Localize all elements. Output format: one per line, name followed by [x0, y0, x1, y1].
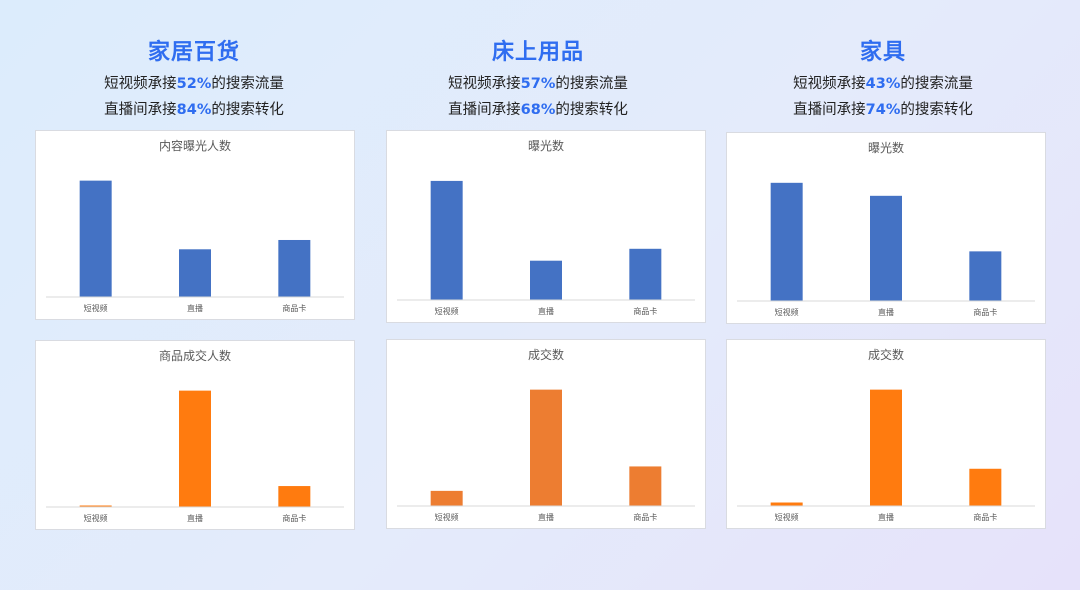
x-tick-label: 直播 — [187, 303, 203, 313]
bar — [530, 260, 562, 300]
stat-text: 的搜索流量 — [211, 76, 284, 92]
x-tick-label: 短视频 — [435, 512, 459, 522]
stat-text: 短视频承接 — [104, 76, 177, 92]
stat-text: 的搜索转化 — [555, 102, 628, 118]
column-title: 家具 — [859, 40, 906, 65]
x-tick-label: 商品卡 — [633, 512, 657, 522]
bar — [430, 490, 463, 506]
stat-percent: 43% — [865, 76, 901, 92]
x-tick-label: 商品卡 — [282, 513, 306, 523]
chart-card-exposure-users: 内容曝光人数短视频 直播 商品卡 — [35, 130, 355, 320]
bar — [969, 468, 1002, 506]
chart-card-exposure-count: 曝光数短视频 直播 商品卡 — [726, 132, 1046, 324]
stat-percent: 52% — [176, 76, 212, 92]
column-title: 床上用品 — [491, 40, 584, 65]
stat-percent: 74% — [865, 102, 901, 118]
x-tick-label: 直播 — [538, 512, 554, 522]
conversion-stat: 直播间承接74%的搜索转化 — [723, 98, 1043, 119]
stat-text: 直播间承接 — [793, 102, 866, 118]
chart-title: 成交数 — [868, 347, 904, 362]
stat-text: 的搜索转化 — [900, 102, 973, 118]
chart-card-deal-count: 成交数短视频 直播 商品卡 — [386, 339, 706, 529]
chart-title: 成交数 — [528, 347, 564, 362]
chart-title: 内容曝光人数 — [159, 138, 231, 153]
conversion-stat: 直播间承接68%的搜索转化 — [378, 98, 698, 119]
x-tick-label: 直播 — [878, 512, 894, 522]
x-tick-label: 直播 — [878, 307, 894, 317]
bar — [629, 466, 662, 506]
traffic-stat: 短视频承接43%的搜索流量 — [723, 72, 1043, 93]
x-tick-label: 短视频 — [84, 303, 108, 313]
chart-title: 曝光数 — [528, 138, 564, 153]
stat-text: 直播间承接 — [448, 102, 521, 118]
bar — [870, 389, 902, 506]
x-tick-label: 商品卡 — [282, 303, 306, 313]
bar — [430, 180, 463, 300]
stat-text: 短视频承接 — [448, 76, 521, 92]
x-tick-label: 短视频 — [775, 512, 799, 522]
chart-title: 曝光数 — [868, 140, 904, 155]
bar — [530, 389, 562, 506]
bar — [770, 182, 803, 301]
chart-card-buyer-count: 商品成交人数短视频 直播 商品卡 — [35, 340, 355, 530]
stat-text: 短视频承接 — [793, 76, 866, 92]
conversion-stat: 直播间承接84%的搜索转化 — [34, 98, 354, 119]
column-title: 家居百货 — [147, 40, 240, 65]
bar — [278, 239, 311, 297]
x-tick-label: 直播 — [538, 306, 554, 316]
stat-text: 的搜索流量 — [555, 76, 628, 92]
stat-percent: 84% — [176, 102, 212, 118]
bar — [179, 390, 211, 507]
stat-percent: 68% — [520, 102, 556, 118]
stat-text: 的搜索转化 — [211, 102, 284, 118]
bar — [870, 195, 902, 301]
x-tick-label: 商品卡 — [633, 306, 657, 316]
bar — [278, 486, 311, 507]
x-tick-label: 商品卡 — [973, 512, 997, 522]
bar — [79, 180, 112, 297]
traffic-stat: 短视频承接52%的搜索流量 — [34, 72, 354, 93]
stat-percent: 57% — [520, 76, 556, 92]
chart-card-deal-count: 成交数短视频 直播 商品卡 — [726, 339, 1046, 529]
x-tick-label: 短视频 — [775, 307, 799, 317]
chart-card-exposure-count: 曝光数短视频 直播 商品卡 — [386, 130, 706, 323]
stat-text: 直播间承接 — [104, 102, 177, 118]
stat-text: 的搜索流量 — [900, 76, 973, 92]
bar — [179, 249, 211, 297]
x-tick-label: 短视频 — [84, 513, 108, 523]
x-tick-label: 短视频 — [435, 306, 459, 316]
bar — [969, 251, 1002, 301]
x-tick-label: 商品卡 — [973, 307, 997, 317]
bar — [770, 502, 803, 506]
bar — [629, 248, 662, 300]
x-tick-label: 直播 — [187, 513, 203, 523]
bar — [79, 505, 112, 507]
chart-title: 商品成交人数 — [159, 348, 231, 363]
traffic-stat: 短视频承接57%的搜索流量 — [378, 72, 698, 93]
